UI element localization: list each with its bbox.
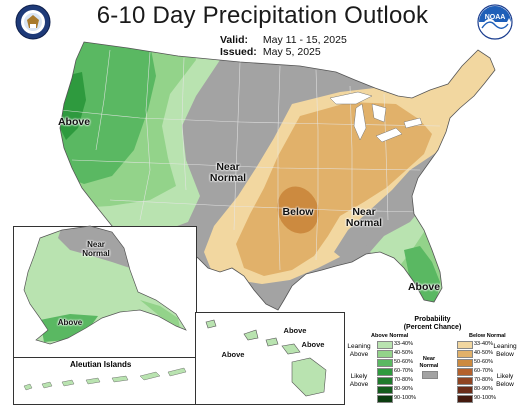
label-line: Near (352, 206, 376, 218)
legend-above-bin-label: 33-40% (394, 341, 413, 347)
label-line: Normal (345, 217, 383, 229)
legend-above-bin-swatch (377, 386, 393, 394)
legend-below-bin-swatch (457, 395, 473, 403)
legend-above-bin-swatch (377, 359, 393, 367)
legend-text: Above (349, 350, 369, 358)
legend-below-bin-label: 70-80% (474, 377, 493, 383)
legend-below-bin-swatch (457, 350, 473, 358)
legend-below-bin-label: 80-90% (474, 386, 493, 392)
legend-leaning-above: Leaning Above (345, 343, 373, 358)
legend-below-bin-label: 33-40% (474, 341, 493, 347)
issued-label: Issued: (220, 46, 257, 58)
legend-text: Near (422, 356, 436, 362)
legend-likely-above: Likely Above (345, 373, 373, 388)
noaa-logo-icon: NOAA (477, 4, 513, 40)
legend-text: Likely (350, 373, 368, 380)
legend-below-bin-label: 90-100% (474, 395, 497, 401)
legend-above-header: Above Normal (371, 333, 409, 339)
legend-below-bin-swatch (457, 359, 473, 367)
legend-title-line1: Probability (414, 316, 451, 323)
legend-above-bin-label: 40-50% (394, 350, 413, 356)
legend-text: Leaning (493, 343, 517, 350)
valid-dates: Valid: May 11 - 15, 2025 (220, 34, 347, 46)
legend-above-bin-label: 80-90% (394, 386, 413, 392)
probability-legend: Probability (Percent Chance) Above Norma… (345, 316, 520, 404)
issued-value: May 5, 2025 (262, 46, 321, 58)
label-west-above: Above (57, 116, 91, 128)
label-line: Near (216, 161, 240, 173)
legend-near-normal: Near Normal (417, 356, 441, 369)
legend-above-bin-label: 60-70% (394, 368, 413, 374)
label-central-near-normal: Near Normal (206, 162, 250, 184)
legend-below-bin-swatch (457, 386, 473, 394)
legend-text: Above (349, 380, 369, 388)
legend-above-bin-label: 70-80% (394, 377, 413, 383)
label-aleutian-islands: Aleutian Islands (70, 360, 132, 369)
legend-above-bin-swatch (377, 350, 393, 358)
map-title: 6-10 Day Precipitation Outlook (96, 2, 429, 29)
legend-text: Leaning (347, 343, 371, 350)
label-line: Near (87, 240, 105, 249)
legend-below-bin-label: 60-70% (474, 368, 493, 374)
label-plains-below: Below (282, 206, 314, 218)
valid-value: May 11 - 15, 2025 (262, 34, 347, 46)
legend-title-line2: (Percent Chance) (403, 324, 462, 331)
label-hawaii-above-2: Above (221, 350, 245, 359)
label-hawaii-above-1: Above (283, 326, 307, 335)
issued-date: Issued: May 5, 2025 (220, 46, 321, 58)
legend-above-bin-label: 90-100% (394, 395, 417, 401)
label-southeast-near-normal: Near Normal (341, 207, 387, 229)
legend-likely-below: Likely Below (491, 373, 519, 388)
label-florida-above: Above (407, 281, 441, 293)
legend-above-bin-label: 50-60% (394, 359, 413, 365)
label-line: Normal (82, 249, 110, 258)
legend-near-normal-swatch (422, 371, 438, 379)
legend-text: Below (496, 380, 514, 388)
label-hawaii-above-3: Above (301, 340, 325, 349)
label-alaska-near-normal: Near Normal (76, 240, 116, 258)
legend-below-bin-swatch (457, 377, 473, 385)
legend-text: Likely (496, 373, 514, 380)
legend-below-bin-swatch (457, 368, 473, 376)
svg-text:NOAA: NOAA (485, 14, 506, 21)
legend-below-bin-swatch (457, 341, 473, 349)
commerce-seal-icon (15, 4, 51, 40)
legend-text: Normal (419, 362, 439, 369)
legend-leaning-below: Leaning Below (491, 343, 519, 358)
legend-below-bin-label: 50-60% (474, 359, 493, 365)
legend-text: Below (496, 350, 514, 358)
legend-above-bin-swatch (377, 395, 393, 403)
legend-below-header: Below Normal (469, 333, 506, 339)
legend-above-bin-swatch (377, 368, 393, 376)
legend-above-bin-swatch (377, 341, 393, 349)
label-line: Normal (209, 172, 247, 184)
label-alaska-above: Above (57, 318, 83, 327)
legend-below-bin-label: 40-50% (474, 350, 493, 356)
valid-label: Valid: (220, 34, 249, 46)
legend-above-bin-swatch (377, 377, 393, 385)
